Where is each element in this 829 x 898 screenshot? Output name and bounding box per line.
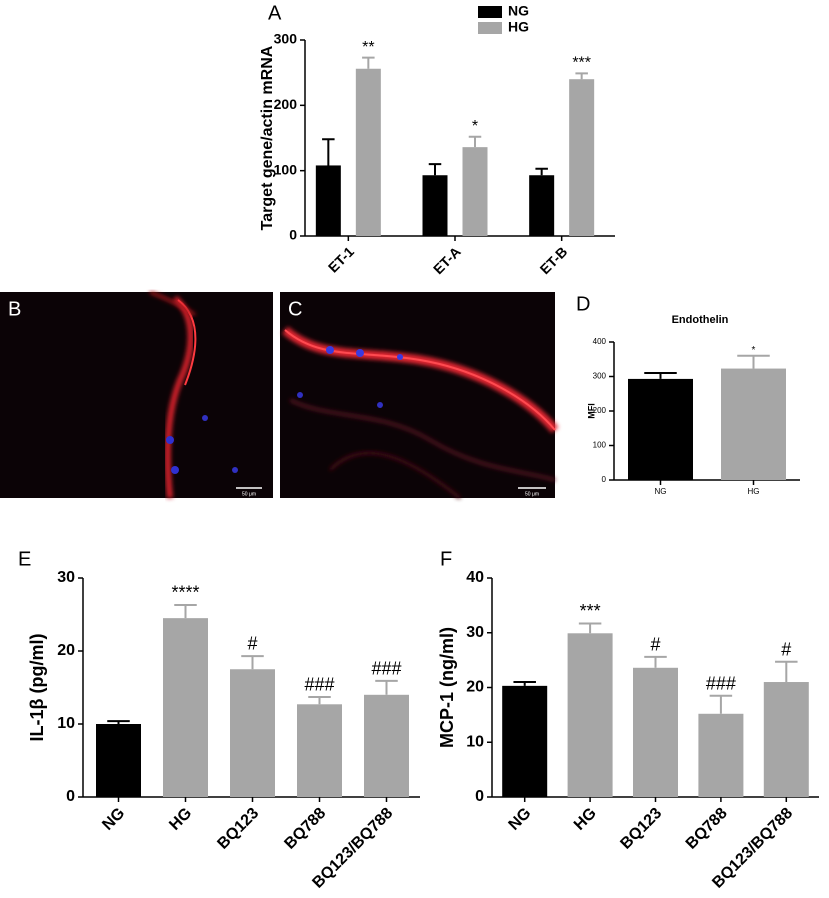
y-tick-label: 200 — [593, 406, 607, 415]
bar — [698, 713, 744, 797]
micrograph-c: 50 μm C — [280, 292, 559, 500]
significance-label: **** — [171, 583, 199, 603]
y-tick-label: 400 — [593, 337, 607, 346]
x-tick-label: BQ788 — [281, 805, 329, 853]
y-axis-label: MCP-1 (ng/ml) — [437, 627, 457, 748]
y-tick-label: 30 — [466, 624, 484, 641]
significance-label: *** — [580, 601, 601, 621]
x-tick-label: NG — [99, 805, 128, 834]
error-bar — [737, 354, 770, 369]
bar — [315, 165, 341, 236]
error-bar — [322, 138, 335, 166]
significance-label: ### — [371, 658, 401, 678]
error-bar — [644, 372, 677, 379]
bar — [763, 682, 809, 797]
y-tick-label: 10 — [466, 733, 484, 750]
y-tick-label: 100 — [593, 441, 607, 450]
x-tick-label: HG — [748, 487, 760, 496]
y-axis-label: IL-1β (pg/ml) — [27, 634, 47, 742]
x-tick-label: HG — [571, 805, 600, 834]
y-tick-label: 30 — [57, 569, 75, 586]
error-bar — [174, 604, 197, 619]
chart-title: Endothelin — [672, 314, 729, 326]
error-bar — [375, 679, 398, 695]
y-tick-label: 300 — [593, 372, 607, 381]
x-tick-label: NG — [655, 487, 667, 496]
significance-label: ### — [706, 673, 736, 693]
scale-bar-label: 50 μm — [242, 491, 256, 497]
error-bar — [578, 622, 602, 634]
bar — [569, 79, 595, 236]
error-bar — [575, 72, 588, 80]
bar — [422, 175, 448, 236]
scale-bar-label: 50 μm — [525, 491, 539, 497]
significance-label: * — [752, 345, 756, 356]
y-tick-label: 0 — [602, 475, 607, 484]
y-tick-label: 300 — [274, 31, 298, 47]
y-tick-label: 0 — [475, 788, 484, 805]
x-tick-label: NG — [506, 805, 535, 834]
bar — [297, 704, 342, 797]
significance-label: ** — [362, 39, 374, 56]
y-tick-label: 40 — [466, 569, 484, 586]
bar — [628, 378, 693, 480]
error-bar — [513, 681, 536, 686]
bar — [502, 685, 548, 797]
panel-letter: F — [440, 548, 452, 570]
error-bar — [362, 56, 375, 69]
bar — [163, 618, 208, 797]
significance-label: # — [247, 634, 257, 654]
legend-label: HG — [508, 19, 529, 35]
error-bar — [428, 163, 442, 176]
y-tick-label: 0 — [66, 788, 75, 805]
x-tick-label: ET-1 — [325, 243, 357, 275]
significance-label: ### — [304, 675, 334, 695]
significance-label: *** — [572, 55, 591, 72]
error-bar — [308, 695, 331, 705]
error-bar — [107, 720, 130, 724]
bar — [355, 68, 381, 236]
error-bar — [709, 694, 733, 714]
bar — [230, 669, 275, 797]
panel-letter: C — [288, 298, 302, 320]
panel-letter: A — [268, 2, 282, 24]
y-tick-label: 20 — [57, 642, 75, 659]
bar — [633, 667, 678, 797]
y-axis-label: Target gene/actin mRNA — [259, 45, 276, 230]
panel-letter: B — [8, 298, 21, 320]
error-bar — [644, 655, 667, 668]
y-tick-label: 20 — [466, 679, 484, 696]
error-bar — [468, 135, 482, 148]
error-bar — [535, 167, 548, 176]
legend-swatch — [478, 22, 502, 34]
panel-letter: E — [18, 548, 31, 570]
y-tick-label: 0 — [289, 227, 297, 243]
bar — [364, 694, 409, 797]
x-tick-label: HG — [166, 805, 195, 834]
y-tick-label: 200 — [274, 96, 298, 112]
bar — [721, 368, 786, 480]
y-tick-label: 100 — [274, 161, 298, 177]
x-tick-label: ET-B — [537, 243, 571, 277]
significance-label: # — [650, 634, 660, 654]
y-tick-label: 10 — [57, 715, 75, 732]
panel-letter: D — [576, 293, 590, 315]
x-tick-label: BQ123 — [214, 805, 262, 853]
micrograph-b: 50 μm B — [0, 290, 273, 499]
bar — [529, 175, 555, 236]
bar — [567, 633, 613, 797]
bar — [96, 724, 141, 797]
y-axis-label: MFI — [586, 403, 596, 419]
significance-label: # — [781, 639, 791, 659]
legend-swatch — [478, 6, 502, 18]
legend-label: NG — [508, 3, 529, 19]
x-tick-label: BQ123 — [617, 805, 665, 853]
x-tick-label: ET-A — [430, 243, 464, 277]
error-bar — [775, 660, 798, 683]
error-bar — [241, 655, 264, 670]
bar — [462, 147, 488, 236]
significance-label: * — [472, 118, 478, 135]
x-tick-label: BQ788 — [683, 805, 731, 853]
